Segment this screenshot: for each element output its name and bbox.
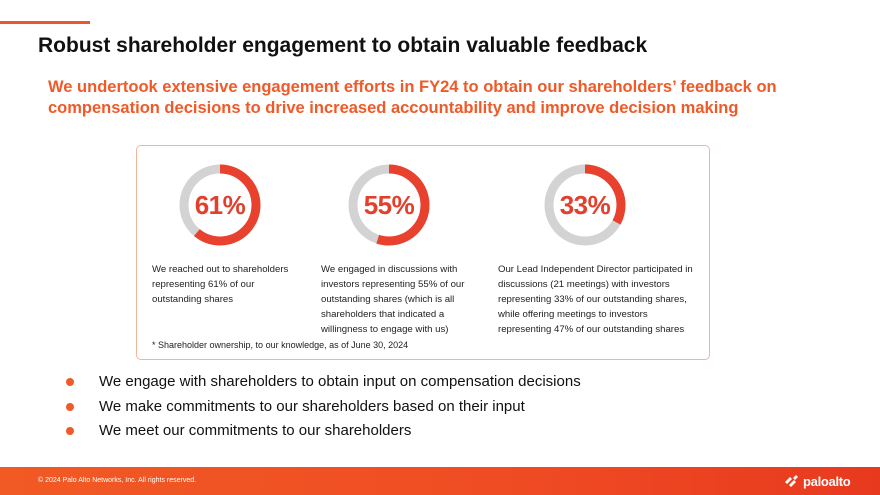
donut-arc	[348, 164, 430, 246]
slide-title: Robust shareholder engagement to obtain …	[38, 34, 648, 57]
bullet-text: We meet our commitments to our sharehold…	[99, 422, 412, 439]
bullet-text: We engage with shareholders to obtain in…	[99, 373, 581, 390]
donut-ring	[544, 164, 626, 246]
bullet-dot-icon	[66, 402, 74, 411]
logo-wordmark: paloalto	[803, 473, 851, 489]
bullet-text: We make commitments to our shareholders …	[99, 397, 525, 415]
stat-percent: 61%	[194, 189, 246, 220]
logo-mark-icon	[785, 475, 798, 487]
donut-chart-55: 55%	[347, 163, 431, 247]
bullet-item: We meet our commitments to our sharehold…	[66, 422, 581, 447]
stat-description: We engaged in discussions with investors…	[321, 264, 465, 335]
bullet-item: We engage with shareholders to obtain in…	[66, 373, 581, 398]
stat-percent: 55%	[363, 189, 415, 220]
company-logo: paloalto	[784, 472, 851, 490]
stat-description: We reached out to shareholders represent…	[152, 264, 289, 305]
donut-arc	[179, 164, 261, 246]
bullet-dot-icon	[66, 378, 74, 386]
donut-chart-61: 61%	[178, 163, 262, 247]
footer-bar: © 2024 Palo Alto Networks, Inc. All righ…	[0, 467, 880, 495]
donut-arc	[544, 164, 626, 246]
bullet-item: We make commitments to our shareholders …	[66, 398, 581, 423]
stat-percent: 33%	[559, 189, 611, 220]
donut-ring	[348, 164, 430, 246]
copyright-text: © 2024 Palo Alto Networks, Inc. All righ…	[38, 477, 197, 484]
footnote: * Shareholder ownership, to our knowledg…	[152, 340, 409, 350]
slide-subtitle: We undertook extensive engagement effort…	[48, 78, 777, 117]
engagement-stats-card: 61% 55% 33% We reached out to shareholde…	[136, 145, 710, 360]
donut-chart-33: 33%	[543, 163, 627, 247]
title-accent-bar	[0, 21, 90, 24]
donut-ring	[179, 164, 261, 246]
stat-description: Our Lead Independent Director participat…	[498, 264, 693, 335]
bullet-dot-icon	[66, 427, 74, 435]
bullet-list: We engage with shareholders to obtain in…	[66, 373, 581, 447]
